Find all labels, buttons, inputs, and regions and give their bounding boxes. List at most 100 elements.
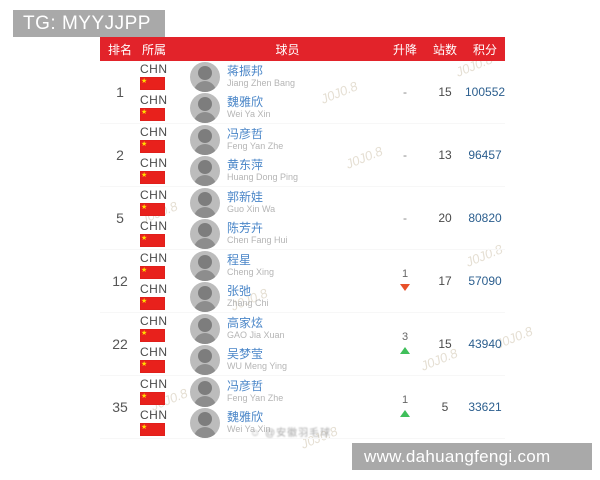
player-name: 陈芳卉 [227,221,264,235]
pair-cell: CHN 郭新娃 Guo Xin Wa CHN [140,187,385,249]
chn-flag-icon [140,201,165,216]
chn-flag-icon [140,358,165,373]
rank-cell: 22 [112,336,128,352]
player-avatar [190,61,220,92]
pair-cell: CHN 蒋振邦 Jiang Zhen Bang CHN [140,61,385,123]
change-value: 3 [401,331,409,343]
player-avatar [190,124,220,155]
player-avatar [190,250,220,281]
country-code: CHN [140,156,168,170]
country-cell: CHN [140,346,190,373]
player-names: 冯彦哲 Feng Yan Zhe [227,127,283,152]
change-cell: 3 [385,331,425,357]
player-avatar [190,218,220,249]
player-pinyin: Jiang Zhen Bang [227,78,296,88]
header-rank: 排名 [107,42,132,57]
country-code: CHN [140,251,168,265]
chn-flag-icon [140,390,165,405]
player-pinyin: Wei Ya Xin [227,109,271,119]
points-cell: 57090 [468,274,502,288]
header-player: 球员 [275,42,300,57]
pair-cell: CHN 高家炫 GAO Jia Xuan CHN [140,313,385,375]
country-cell: CHN [140,126,190,153]
player-pinyin: Chen Fang Hui [227,235,288,245]
table-row: 1 CHN 蒋振邦 Jiang Zhen Bang CHN [100,61,505,124]
player-avatar [190,313,220,344]
player-avatar [190,92,220,123]
header-stations: 站数 [432,42,457,57]
player-entry: CHN 冯彦哲 Feng Yan Zhe [140,124,385,155]
stations-cell: 17 [438,274,452,288]
chn-flag-icon [140,232,165,247]
player-pinyin: Cheng Xing [227,267,275,277]
rank-cell: 2 [116,147,124,163]
country-cell: CHN [140,189,190,216]
pair-cell: CHN 程星 Cheng Xing CHN [140,250,385,312]
chn-flag-icon [140,327,165,342]
country-cell: CHN [140,315,190,342]
player-names: 吴梦莹 WU Meng Ying [227,347,287,372]
change-cell: - [403,85,407,99]
country-code: CHN [140,93,168,107]
country-cell: CHN [140,409,190,436]
points-cell: 43940 [468,337,502,351]
player-entry: CHN 蒋振邦 Jiang Zhen Bang [140,61,385,92]
player-names: 程星 Cheng Xing [227,253,274,278]
rank-cell: 5 [116,210,124,226]
player-names: 冯彦哲 Feng Yan Zhe [227,379,283,404]
player-name: 吴梦莹 [227,347,264,361]
player-name: 蒋振邦 [227,64,264,78]
header-points: 积分 [472,42,497,57]
table-row: 22 CHN 高家炫 GAO Jia Xuan CHN [100,313,505,376]
player-avatar [190,407,220,438]
country-code: CHN [140,188,168,202]
rank-cell: 1 [116,84,124,100]
player-entry: CHN 冯彦哲 Feng Yan Zhe [140,376,385,407]
player-entry: CHN 高家炫 GAO Jia Xuan [140,313,385,344]
country-cell: CHN [140,63,190,90]
change-value: 1 [401,394,409,406]
country-code: CHN [140,282,168,296]
pair-cell: CHN 冯彦哲 Feng Yan Zhe CHN [140,124,385,186]
player-avatar [190,344,220,375]
country-code: CHN [140,408,168,422]
player-names: 蒋振邦 Jiang Zhen Bang [227,64,295,89]
stations-cell: 5 [441,400,449,414]
player-names: 黄东萍 Huang Dong Ping [227,158,298,183]
header-country: 所属 [142,42,167,57]
player-name: 魏雅欣 [227,410,264,424]
country-cell: CHN [140,157,190,184]
player-pinyin: Wei Ya Xin [227,424,271,434]
player-avatar [190,281,220,312]
player-entry: CHN 程星 Cheng Xing [140,250,385,281]
ranking-table: 排名 所属 球员 升降 站数 积分 1 CHN 蒋振邦 Jiang Zhen [100,37,505,439]
chn-flag-icon [140,264,165,279]
player-entry: CHN 陈芳卉 Chen Fang Hui [140,218,385,249]
rank-cell: 12 [112,273,128,289]
down-arrow-icon [400,284,410,291]
player-avatar [190,155,220,186]
chn-flag-icon [140,138,165,153]
stations-cell: 15 [438,337,452,351]
weibo-watermark: ☺ @安徽羽毛球 [250,428,332,439]
stations-cell: 20 [438,211,452,225]
country-cell: CHN [140,378,190,405]
chn-flag-icon [140,421,165,436]
country-cell: CHN [140,94,190,121]
points-cell: 100552 [465,85,506,99]
player-entry: CHN 魏雅欣 Wei Ya Xin [140,92,385,123]
player-name: 郭新娃 [227,190,264,204]
country-code: CHN [140,345,168,359]
change-value: 1 [401,268,409,280]
player-pinyin: Feng Yan Zhe [227,393,284,403]
chn-flag-icon [140,106,165,121]
stations-cell: 15 [438,85,452,99]
player-names: 魏雅欣 Wei Ya Xin [227,95,271,120]
stations-cell: 13 [438,148,452,162]
tg-watermark-banner: TG: MYYJJPP [13,10,165,37]
table-row: 5 CHN 郭新娃 Guo Xin Wa CHN [100,187,505,250]
player-entry: CHN 张弛 Zhang Chi [140,281,385,312]
change-cell: - [403,211,407,225]
points-cell: 80820 [468,211,502,225]
